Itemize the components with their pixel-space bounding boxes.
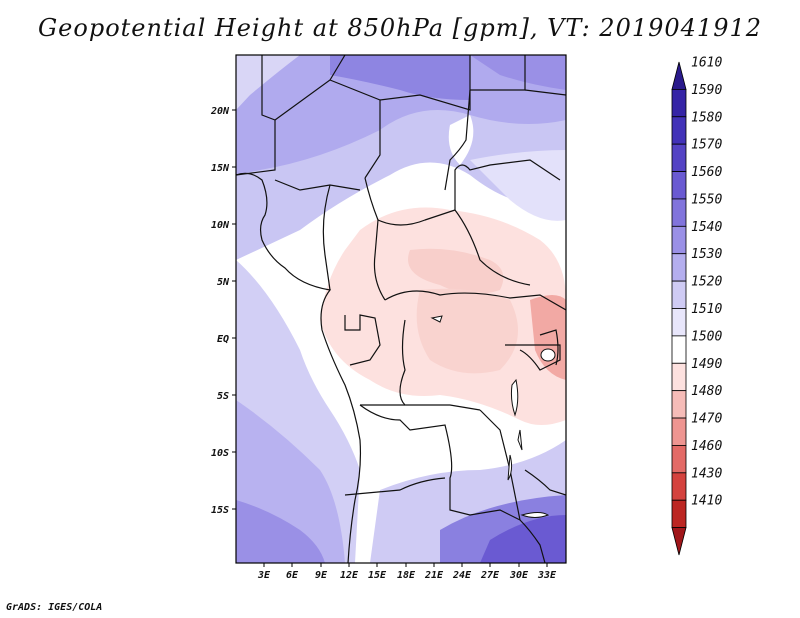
- colorbar-box: [671, 308, 687, 337]
- colorbar-box: [671, 198, 687, 227]
- colorbar-label: 1520: [691, 275, 722, 290]
- lat-label: 10N: [211, 220, 230, 231]
- colorbar-label: 1430: [691, 466, 722, 481]
- colorbar-box: [671, 143, 687, 172]
- north-east-dark: [470, 55, 566, 90]
- lon-axis: 3E 6E 9E 12E 15E 18E 21E 24E 27E 30E 33E: [257, 563, 557, 581]
- colorbar-box: [671, 390, 687, 419]
- lon-label: 15E: [368, 570, 387, 581]
- colorbar-label: 1470: [691, 412, 722, 427]
- colorbar-box: [671, 417, 687, 446]
- lat-label: 10S: [211, 448, 229, 459]
- lat-label: 15N: [211, 163, 230, 174]
- colorbar-label: 1530: [691, 247, 722, 262]
- colorbar-label: 1480: [691, 384, 722, 399]
- colorbar-label: 1580: [691, 110, 722, 125]
- lakes: [430, 315, 556, 518]
- colorbar-box: [671, 445, 687, 474]
- colorbar: 1610 1590 1580 1570 1560 1550 1540 1530 1520 1510…: [671, 56, 722, 556]
- colorbar-label: 1510: [691, 302, 722, 317]
- footer-credit: GrADS: IGES/COLA: [6, 602, 103, 613]
- colorbar-box: [671, 335, 687, 364]
- colorbar-label: 1560: [691, 165, 722, 180]
- colorbar-bottom-triangle: [671, 527, 687, 556]
- lon-label: 30E: [509, 570, 529, 581]
- southeast-darker: [480, 515, 566, 563]
- colorbar-box: [671, 253, 687, 282]
- lon-label: 9E: [315, 570, 328, 581]
- colorbar-label: 1540: [691, 220, 722, 235]
- lat-label: 15S: [211, 505, 229, 516]
- lon-label: 27E: [480, 570, 500, 581]
- lon-label: 33E: [537, 570, 557, 581]
- colorbar-label: 1410: [691, 494, 722, 509]
- north-darker: [236, 55, 566, 175]
- north-darkest: [330, 55, 470, 100]
- pink-mid-2: [416, 288, 518, 374]
- lat-axis: 20N 15N 10N 5N EQ 5S 10S 15S: [210, 106, 236, 516]
- colorbar-box: [671, 499, 687, 529]
- colorbar-label: 1570: [691, 138, 722, 153]
- colorbar-label: 1550: [691, 192, 722, 207]
- lon-label: 21E: [424, 570, 444, 581]
- lon-label: 18E: [397, 570, 416, 581]
- colorbar-box: [671, 225, 687, 255]
- colorbar-box: [671, 171, 687, 200]
- lon-label: 24E: [452, 570, 472, 581]
- colorbar-label: 1490: [691, 357, 722, 372]
- southwest-darker: [236, 500, 325, 563]
- lat-label: 5S: [217, 391, 229, 402]
- map-frame: [235, 54, 567, 564]
- colorbar-box: [671, 472, 687, 501]
- height-field: [236, 55, 566, 563]
- colorbar-label: 1610: [691, 56, 722, 71]
- lat-label: 5N: [217, 277, 230, 288]
- colorbar-box: [671, 88, 687, 118]
- political-borders: [236, 55, 566, 563]
- colorbar-box: [671, 362, 687, 392]
- north-west-light: [236, 55, 300, 110]
- colorbar-top-triangle: [671, 61, 687, 90]
- colorbar-label: 1590: [691, 83, 722, 98]
- colorbar-label: 1460: [691, 439, 722, 454]
- lon-label: 6E: [286, 570, 299, 581]
- colorbar-box: [671, 280, 687, 309]
- lon-label: 12E: [340, 570, 359, 581]
- lat-label: EQ: [217, 334, 229, 345]
- colorbar-label: 1500: [691, 329, 722, 344]
- chart-title: Geopotential Height at 850hPa [gpm], VT:…: [38, 14, 762, 42]
- colorbar-box: [671, 116, 687, 145]
- lat-label: 20N: [210, 106, 230, 117]
- lon-label: 3E: [257, 570, 271, 581]
